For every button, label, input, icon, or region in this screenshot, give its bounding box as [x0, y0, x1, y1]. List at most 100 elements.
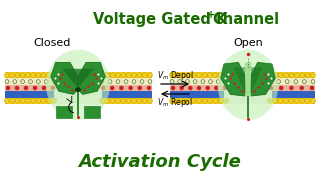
Circle shape: [101, 86, 105, 90]
Bar: [54, 72, 102, 104]
Circle shape: [6, 86, 10, 90]
Bar: [170, 85, 228, 91]
Circle shape: [311, 73, 316, 78]
Circle shape: [33, 86, 37, 90]
Circle shape: [300, 86, 304, 90]
Circle shape: [196, 73, 201, 78]
Circle shape: [197, 86, 201, 90]
Circle shape: [289, 86, 294, 90]
Circle shape: [305, 73, 310, 78]
Circle shape: [175, 73, 180, 78]
Circle shape: [170, 73, 174, 78]
Polygon shape: [78, 62, 105, 94]
Circle shape: [110, 73, 115, 78]
Circle shape: [214, 86, 219, 90]
Circle shape: [10, 73, 15, 78]
Circle shape: [268, 73, 272, 78]
Circle shape: [36, 73, 41, 78]
Circle shape: [42, 86, 46, 90]
Circle shape: [52, 73, 56, 78]
Circle shape: [10, 98, 15, 103]
Circle shape: [4, 73, 9, 78]
Bar: [5, 78, 56, 85]
Circle shape: [132, 73, 136, 78]
Bar: [224, 72, 272, 104]
Circle shape: [110, 98, 115, 103]
Circle shape: [180, 73, 185, 78]
Circle shape: [31, 73, 36, 78]
Circle shape: [213, 98, 218, 103]
Bar: [268, 72, 315, 78]
Circle shape: [24, 86, 28, 90]
Text: Closed: Closed: [33, 38, 71, 48]
Circle shape: [121, 98, 126, 103]
Bar: [5, 85, 56, 91]
Circle shape: [170, 98, 174, 103]
Polygon shape: [245, 62, 251, 96]
Circle shape: [300, 73, 305, 78]
Bar: [170, 78, 228, 85]
Circle shape: [180, 98, 185, 103]
Bar: [5, 72, 56, 78]
Bar: [170, 91, 228, 98]
Circle shape: [52, 98, 56, 103]
Polygon shape: [62, 69, 94, 88]
Circle shape: [138, 86, 142, 90]
Circle shape: [284, 73, 289, 78]
Text: Activation Cycle: Activation Cycle: [79, 153, 241, 171]
Circle shape: [273, 98, 278, 103]
Circle shape: [191, 98, 196, 103]
Circle shape: [46, 73, 51, 78]
Circle shape: [20, 98, 25, 103]
Circle shape: [207, 73, 212, 78]
Circle shape: [126, 98, 131, 103]
Circle shape: [202, 98, 207, 103]
Text: $V_m$ Repol: $V_m$ Repol: [157, 96, 193, 109]
Bar: [170, 98, 228, 104]
Circle shape: [26, 73, 30, 78]
Circle shape: [126, 73, 131, 78]
Circle shape: [51, 86, 55, 90]
Bar: [100, 72, 152, 78]
Circle shape: [218, 98, 223, 103]
Circle shape: [305, 98, 310, 103]
Polygon shape: [234, 67, 262, 93]
Circle shape: [289, 73, 294, 78]
Bar: [100, 78, 152, 85]
Circle shape: [191, 73, 196, 78]
Circle shape: [142, 73, 147, 78]
Circle shape: [311, 98, 316, 103]
Circle shape: [289, 98, 294, 103]
Circle shape: [116, 73, 120, 78]
Circle shape: [15, 86, 19, 90]
Bar: [268, 78, 315, 85]
Polygon shape: [51, 62, 78, 94]
Bar: [268, 85, 315, 91]
Circle shape: [119, 86, 124, 90]
Bar: [100, 98, 152, 104]
Circle shape: [294, 98, 299, 103]
Bar: [268, 98, 315, 104]
Circle shape: [105, 73, 110, 78]
Polygon shape: [250, 62, 275, 96]
Circle shape: [128, 86, 133, 90]
Circle shape: [132, 98, 136, 103]
Circle shape: [121, 73, 126, 78]
Circle shape: [223, 86, 227, 90]
Bar: [5, 91, 56, 98]
Ellipse shape: [46, 50, 110, 120]
Circle shape: [186, 98, 191, 103]
Circle shape: [278, 73, 283, 78]
Circle shape: [110, 86, 115, 90]
Circle shape: [4, 98, 9, 103]
Text: Open: Open: [233, 38, 263, 48]
Ellipse shape: [218, 50, 278, 120]
Circle shape: [269, 86, 273, 90]
Bar: [100, 85, 152, 91]
Circle shape: [202, 73, 207, 78]
Bar: [100, 91, 152, 98]
Circle shape: [188, 86, 193, 90]
Circle shape: [116, 98, 120, 103]
Circle shape: [15, 73, 20, 78]
Bar: [170, 72, 228, 78]
